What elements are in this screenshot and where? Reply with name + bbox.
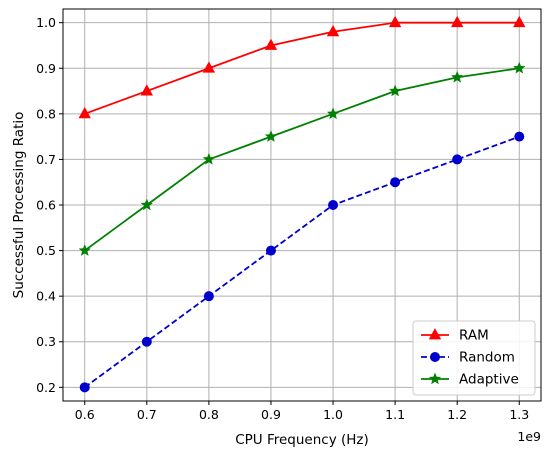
legend-label-ram: RAM (459, 328, 489, 344)
data-point-ram (264, 38, 278, 50)
x-tick-label: 1.3 (509, 407, 529, 422)
data-point-random (514, 131, 525, 142)
data-point-ram (202, 61, 216, 73)
x-tick-label: 0.7 (137, 407, 157, 422)
legend-label-adaptive: Adaptive (459, 372, 519, 388)
y-tick-label: 0.7 (36, 152, 56, 167)
legend: RAM Random Adaptive (412, 320, 536, 396)
data-point-random (203, 291, 214, 302)
legend-label-random: Random (459, 350, 515, 366)
data-point-ram (451, 15, 464, 28)
data-point-adaptive (78, 244, 91, 256)
x-tick-label: 1.0 (323, 407, 343, 422)
data-point-adaptive (388, 84, 402, 97)
data-point-ram (78, 107, 91, 119)
y-axis-label: Successful Processing Ratio (11, 112, 27, 299)
series-layer (78, 15, 526, 393)
data-point-ram (140, 84, 153, 96)
ticks: 0.6 0.7 0.8 0.9 1.0 1.1 1.2 1.3 0.2 0.3 0.4 0.5 0.6 0… (36, 15, 529, 422)
y-tick-label: 0.3 (36, 334, 56, 349)
data-point-ram (513, 15, 526, 28)
data-point-random (79, 382, 90, 393)
y-tick-label: 0.9 (36, 61, 56, 76)
data-point-random (265, 245, 276, 256)
series-line-ram (84, 21, 520, 115)
x-tick-label: 1.2 (447, 407, 467, 422)
x-axis-label: CPU Frequency (Hz) (235, 432, 369, 448)
data-point-adaptive (326, 107, 340, 120)
legend-box (412, 320, 536, 396)
series-line-adaptive (84, 67, 520, 252)
data-point-adaptive (450, 70, 464, 83)
series-adaptive (78, 61, 526, 256)
x-tick-label: 0.9 (261, 407, 281, 422)
y-tick-label: 0.2 (36, 380, 56, 395)
y-tick-label: 1.0 (36, 15, 56, 30)
series-random (79, 131, 525, 393)
data-point-ram (388, 15, 402, 28)
data-point-adaptive (513, 61, 526, 74)
y-tick-label: 0.4 (36, 289, 56, 304)
y-tick-label: 0.5 (36, 243, 56, 258)
y-tick-label: 0.6 (36, 198, 56, 213)
legend-marker-ram (428, 328, 442, 340)
legend-marker-random (430, 352, 440, 362)
x-tick-label: 0.6 (75, 407, 95, 422)
x-tick-label: 0.8 (199, 407, 219, 422)
data-point-random (141, 336, 152, 347)
x-offset-label: 1e9 (517, 429, 541, 444)
x-tick-label: 1.1 (385, 407, 405, 422)
legend-marker-adaptive (428, 372, 442, 385)
data-point-adaptive (202, 152, 216, 165)
y-tick-label: 0.8 (36, 106, 56, 121)
data-point-random (390, 177, 401, 188)
legend-entry-random: Random (421, 350, 515, 366)
legend-entry-ram: RAM (421, 328, 489, 344)
legend-entry-adaptive: Adaptive (421, 372, 519, 388)
series-ram (78, 15, 526, 119)
data-point-ram (326, 24, 340, 37)
data-point-random (328, 200, 339, 210)
data-point-random (452, 154, 463, 165)
data-point-adaptive (264, 130, 278, 142)
data-point-adaptive (140, 198, 154, 211)
